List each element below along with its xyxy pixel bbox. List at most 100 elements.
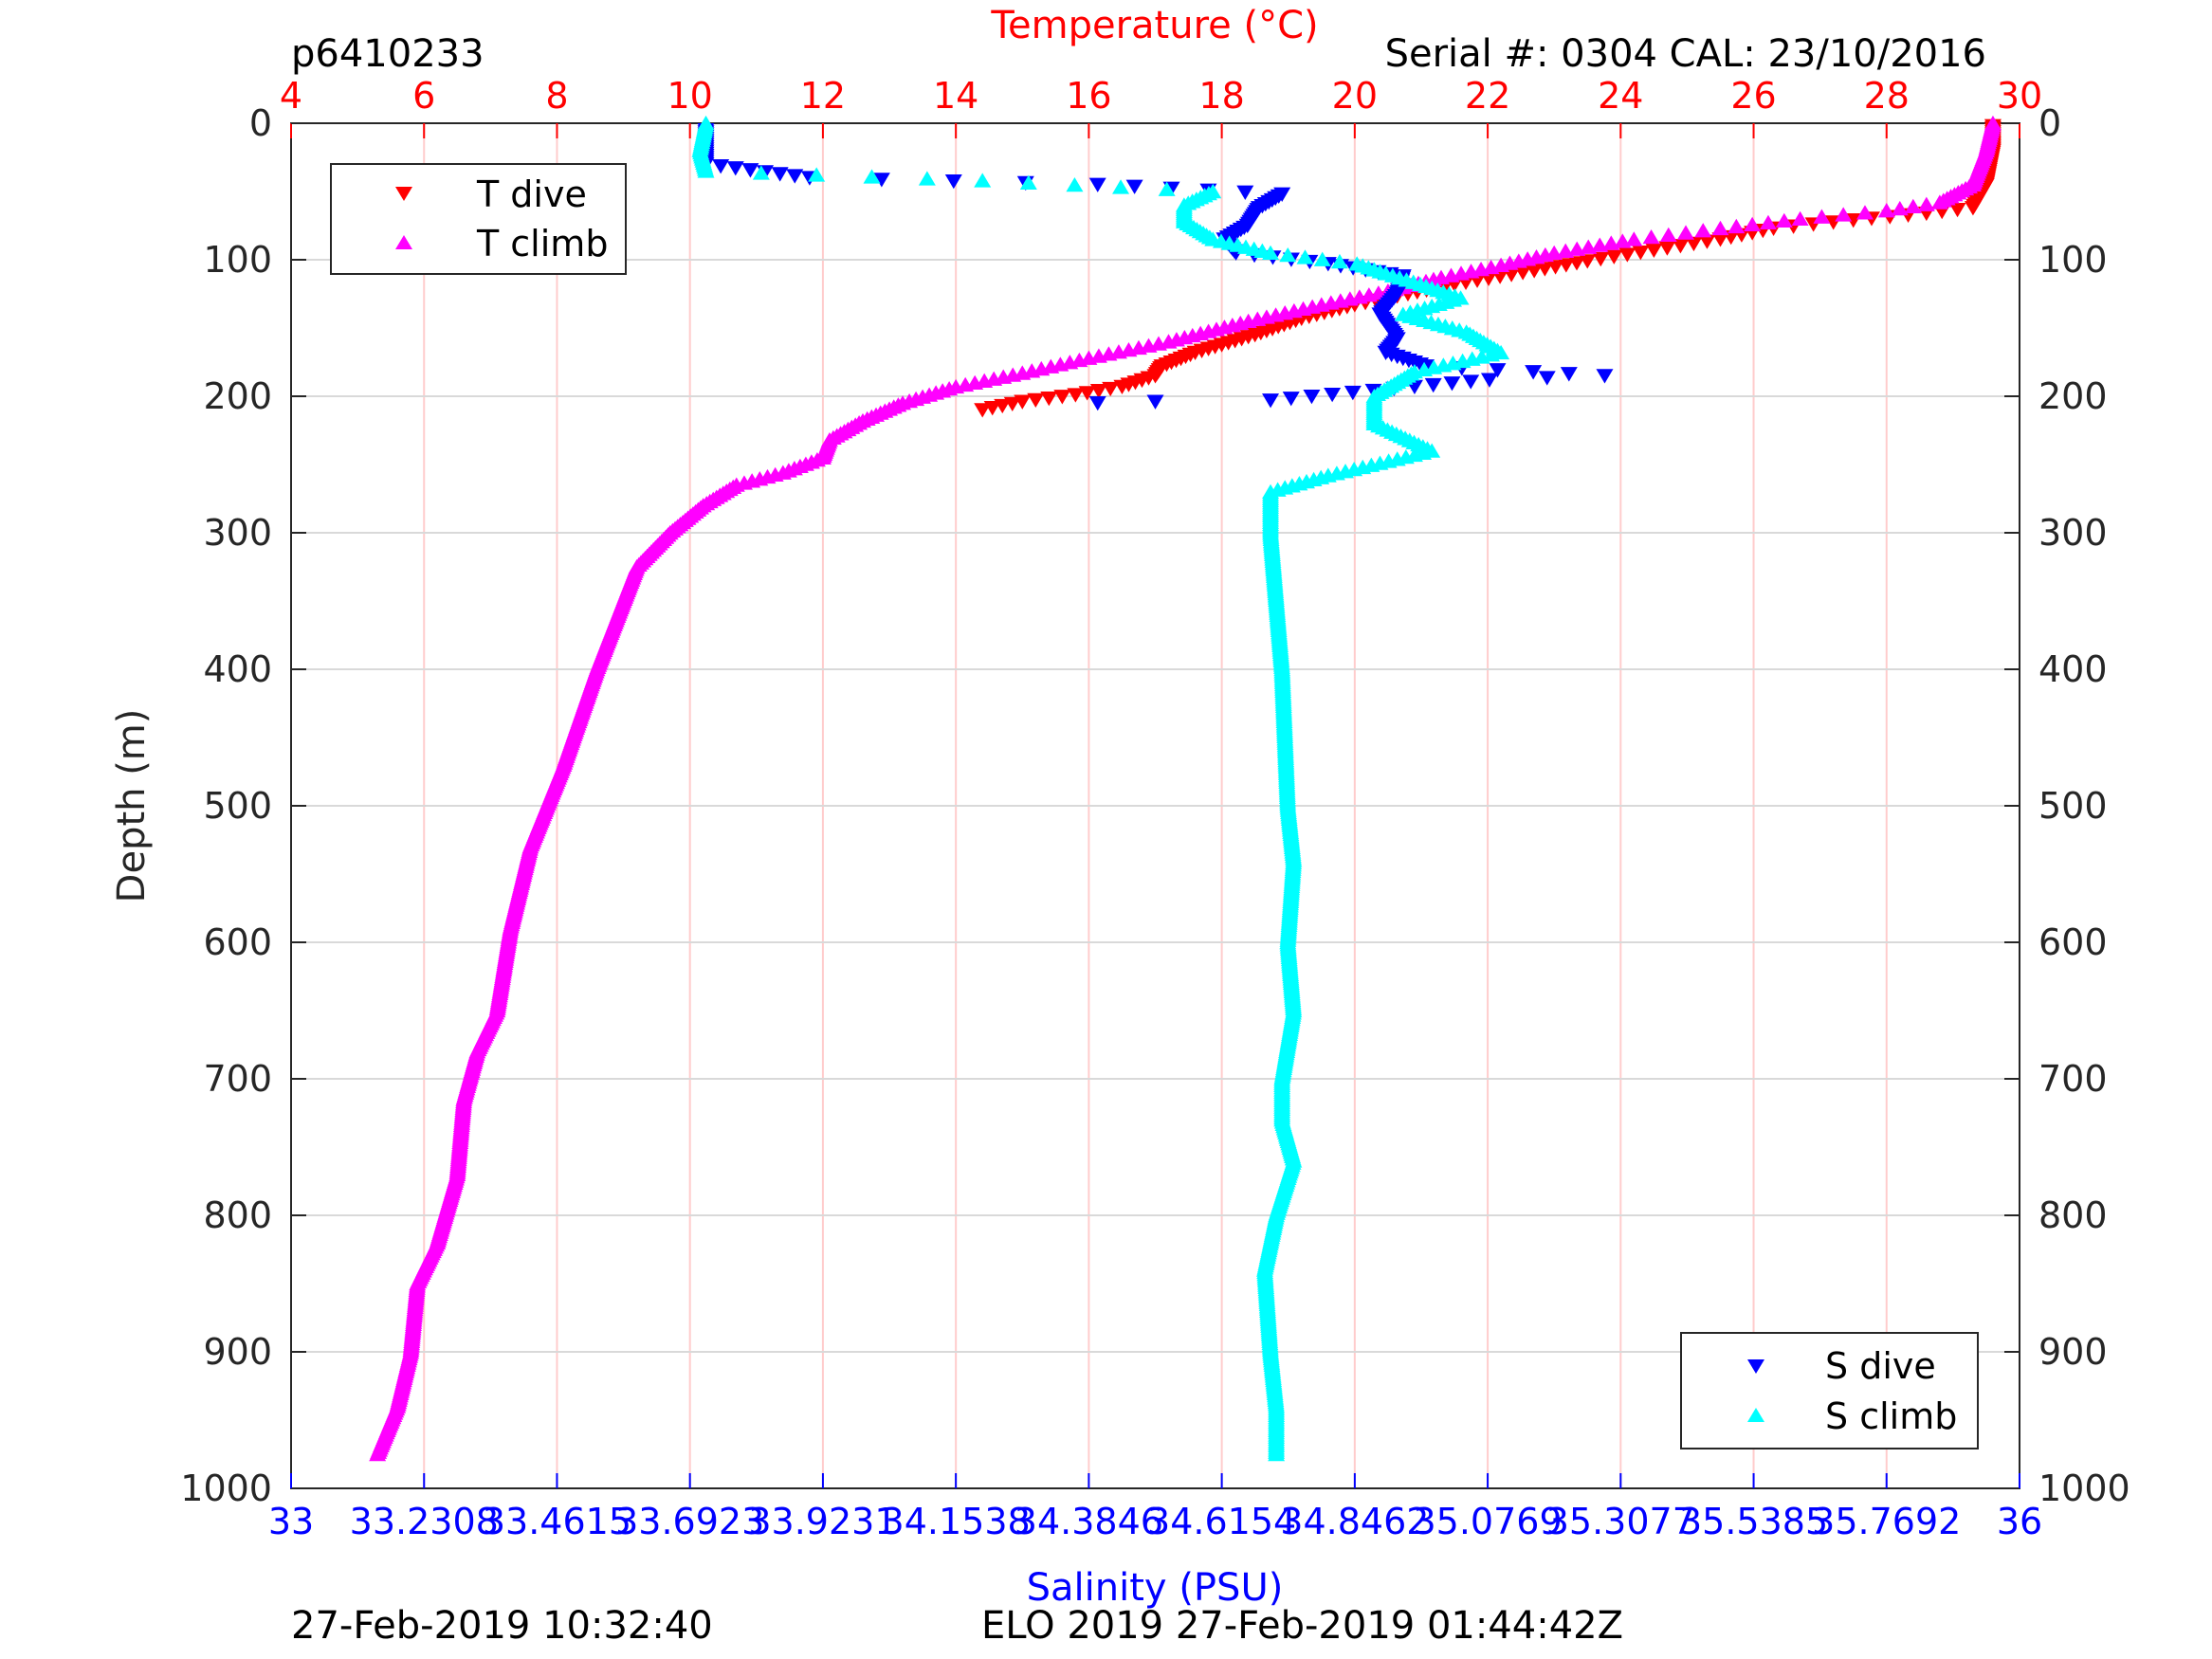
temperature-tick-label: 8 [545,75,568,117]
s-climb-point [1066,176,1084,192]
salinity-tick-label: 35.5385 [1679,1501,1828,1542]
salinity-tick-label: 34.1538 [882,1501,1031,1542]
t-dive-point [1698,234,1716,249]
depth-tick-label-left: 800 [203,1194,272,1236]
t-climb-point [1744,216,1762,232]
t-climb-point [1492,257,1510,272]
s-climb-legend-label: S climb [1825,1395,1957,1437]
t-dive-point [1592,251,1610,267]
t-climb-point [1728,218,1746,234]
s-climb-point [1262,245,1280,260]
t-climb-point [1472,261,1490,277]
t-dive-point [1964,201,1982,216]
depth-axis-label: Depth (m) [110,709,154,903]
s-climb-point [1453,353,1472,369]
salinity-tick-label: 34.6154 [1147,1501,1296,1542]
t-climb-point [1891,200,1909,216]
temperature-tick-label: 28 [1864,75,1910,117]
s-dive-point [771,167,789,182]
footer-mission-label: ELO 2019 27-Feb-2019 01:44:42Z [981,1604,1623,1648]
t-climb-point [1140,337,1158,353]
temperature-axis-label: Temperature (°C) [990,4,1318,47]
t-climb-point [1775,212,1793,228]
depth-tick-label-right: 200 [2038,375,2108,417]
t-climb-point [1813,209,1831,224]
t-dive-legend-marker [395,187,412,201]
t-climb-point [1070,352,1088,368]
s-dive-point [1324,387,1342,403]
t-climb-point [1568,241,1586,256]
t-dive-point [1711,232,1729,247]
t-climb-point [1462,264,1480,279]
t-climb-legend-marker [395,235,412,249]
footer-timestamp: 27-Feb-2019 10:32:40 [291,1604,713,1648]
salinity-axis-label: Salinity (PSU) [1027,1566,1284,1610]
temperature-legend-box [330,163,627,275]
depth-tick-label-left: 200 [203,375,272,417]
temperature-tick-label: 14 [933,75,978,117]
s-dive-point [1525,365,1543,380]
s-climb-point [1019,174,1037,190]
salinity-legend-box [1680,1332,1979,1449]
depth-tick-label-right: 700 [2038,1058,2108,1100]
t-dive-point [1685,236,1703,252]
t-climb-point [1051,356,1069,372]
s-dive-point [741,163,759,178]
depth-tick-label-right: 0 [2038,102,2061,144]
salinity-tick-label: 33 [268,1501,314,1542]
t-dive-point [1632,246,1650,261]
t-climb-point [1930,194,1948,210]
t-climb-point [1482,259,1500,275]
depth-tick-label-right: 400 [2038,648,2108,690]
depth-tick-label-left: 600 [203,921,272,963]
t-climb-point [1442,267,1460,283]
depth-tick-label-right: 500 [2038,785,2108,827]
temperature-tick-label: 12 [800,75,846,117]
s-dive-point [1560,367,1578,382]
s-climb-point [697,163,715,178]
s-dive-point [1125,179,1143,194]
t-climb-point [1791,210,1809,226]
t-dive-point [1658,241,1676,256]
depth-tick-label-left: 700 [203,1058,272,1100]
s-climb-point [808,167,826,182]
s-dive-point [1088,396,1106,411]
s-dive-point [1146,394,1164,410]
s-climb-point [1416,361,1434,377]
t-climb-point [1917,196,1935,211]
salinity-tick-label: 35.3077 [1546,1501,1695,1542]
t-dive-point [1618,247,1636,263]
t-climb-point [1160,334,1178,349]
t-climb-point [1080,350,1098,365]
t-dive-legend-label: T dive [476,173,587,215]
salinity-tick-label: 35.0769 [1413,1501,1562,1542]
t-dive-point [1027,392,1045,409]
t-climb-point [1856,205,1874,220]
profile-id: p6410233 [291,32,484,76]
t-climb-point [1677,225,1695,240]
t-climb-point [1033,360,1051,376]
salinity-tick-label: 36 [1997,1501,2042,1542]
t-climb-point [1877,203,1895,218]
salinity-tick-label: 34.3846 [1015,1501,1163,1542]
temperature-tick-label: 4 [280,75,302,117]
t-climb-point [1089,348,1107,363]
salinity-tick-label: 35.7692 [1812,1501,1961,1542]
t-climb-point [1023,363,1041,378]
s-climb-point [1425,359,1443,374]
s-climb-point [1158,181,1176,196]
depth-tick-label-left: 500 [203,785,272,827]
s-climb-point [1463,351,1481,366]
depth-tick-label-right: 100 [2038,239,2108,281]
serial-cal-label: Serial #: 0304 CAL: 23/10/2016 [1385,32,1986,76]
s-climb-point [863,169,881,184]
t-climb-point [1580,239,1598,254]
s-climb-point [1296,249,1314,264]
s-dive-point [1462,374,1480,390]
t-climb-point [1625,231,1643,246]
t-climb-point [1109,344,1127,359]
t-climb-point [1835,207,1853,222]
s-climb-point [1444,356,1462,371]
t-climb-point [1120,341,1138,357]
